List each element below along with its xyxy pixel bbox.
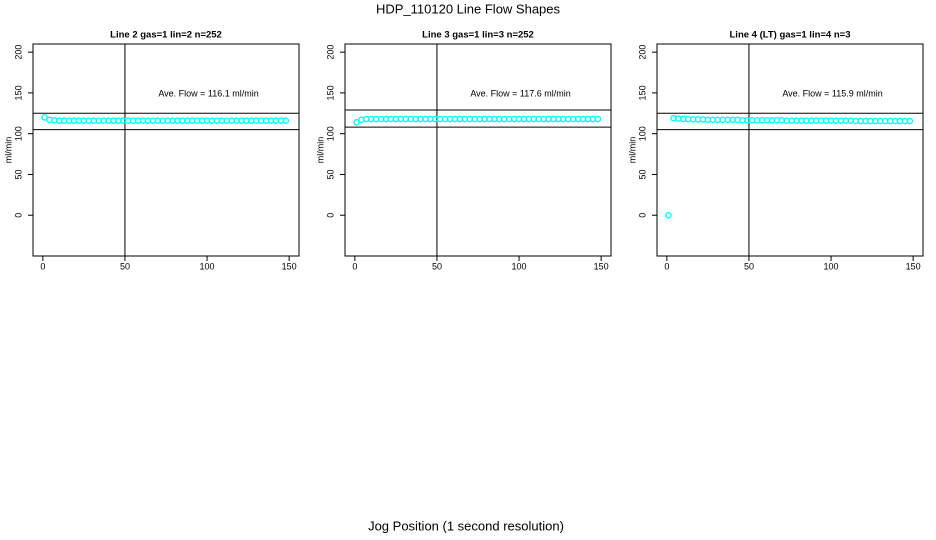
x-tick-label: 50 — [432, 261, 442, 271]
plot-frame — [32, 43, 300, 257]
point — [41, 114, 48, 121]
annotation: Ave. Flow = 116.1 ml/min — [158, 88, 258, 98]
x-tick-label: 50 — [744, 261, 754, 271]
point — [282, 117, 290, 124]
x-tick-label: 100 — [824, 261, 839, 271]
y-tick-label: 100 — [13, 126, 23, 141]
point — [353, 118, 360, 126]
x-tick-label: 150 — [594, 261, 609, 271]
y-tick-label: 50 — [325, 169, 335, 179]
y-tick-label: 150 — [13, 85, 23, 100]
x-tick-label: 100 — [512, 261, 527, 271]
y-axis-label: ml/min — [627, 137, 637, 164]
x-axis-label: Jog Position (1 second resolution) — [368, 518, 564, 533]
plot-frame — [344, 43, 612, 257]
y-tick-label: 200 — [325, 45, 335, 60]
annotation: Ave. Flow = 117.6 ml/min — [470, 88, 570, 98]
y-tick-label: 0 — [637, 213, 647, 218]
annotation: Ave. Flow = 115.9 ml/min — [782, 88, 882, 98]
point — [594, 115, 602, 123]
y-tick-label: 50 — [13, 169, 23, 179]
y-tick-label: 100 — [637, 126, 647, 141]
x-tick-label: 50 — [120, 261, 130, 271]
point — [906, 117, 914, 125]
point — [665, 211, 672, 219]
panel-title: Line 4 (LT) gas=1 lin=4 n=3 — [730, 30, 851, 41]
y-tick-label: 150 — [637, 85, 647, 100]
x-tick-label: 100 — [200, 261, 215, 271]
y-tick-label: 100 — [325, 126, 335, 141]
x-tick-label: 150 — [282, 261, 297, 271]
panel-title: Line 2 gas=1 lin=2 n=252 — [110, 30, 222, 41]
plot-frame — [656, 43, 924, 257]
y-tick-label: 200 — [637, 45, 647, 60]
x-tick-label: 150 — [906, 261, 921, 271]
x-tick-label: 0 — [40, 261, 45, 271]
y-axis-label: ml/min — [3, 137, 13, 164]
figure-title: HDP_110120 Line Flow Shapes — [376, 1, 561, 16]
x-tick-label: 0 — [664, 261, 669, 271]
y-tick-label: 0 — [325, 213, 335, 218]
y-axis-label: ml/min — [315, 137, 325, 164]
y-tick-label: 200 — [13, 45, 23, 60]
y-tick-label: 0 — [13, 213, 23, 218]
y-tick-label: 150 — [325, 85, 335, 100]
y-tick-label: 50 — [637, 169, 647, 179]
x-tick-label: 0 — [352, 261, 357, 271]
panel-title: Line 3 gas=1 lin=3 n=252 — [422, 30, 534, 41]
